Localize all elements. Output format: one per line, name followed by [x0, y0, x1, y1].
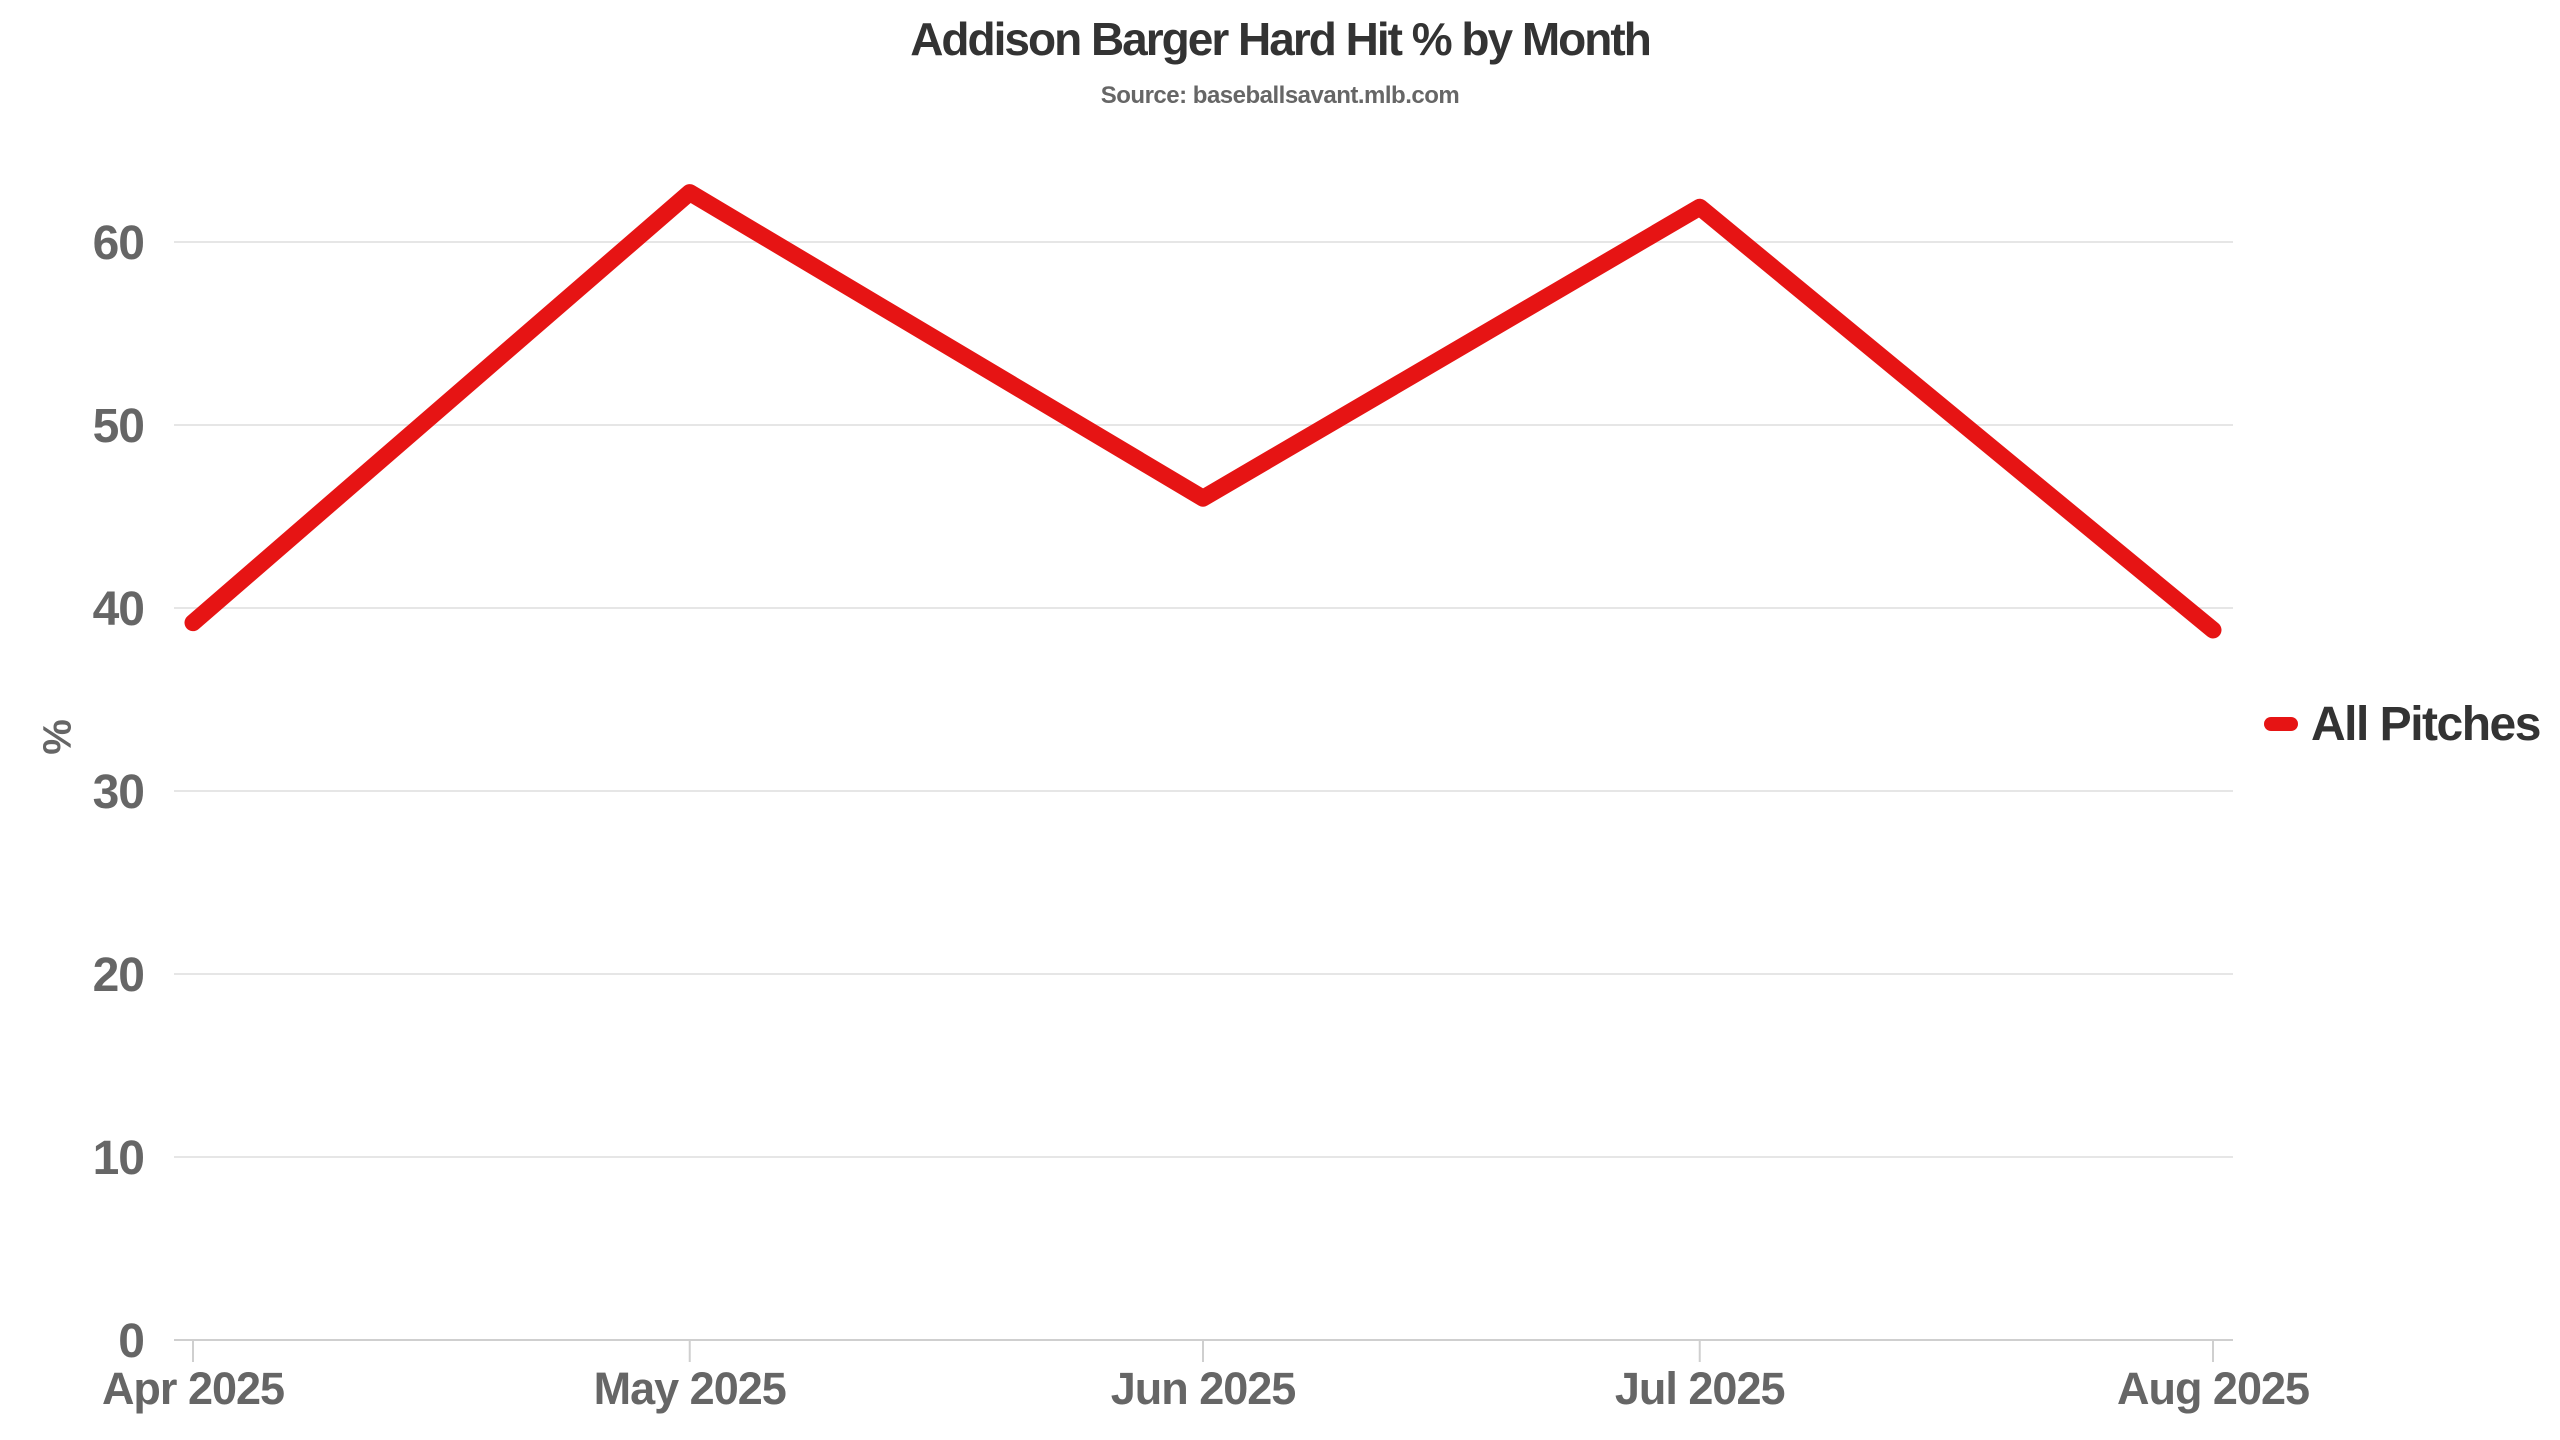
x-tick-label: Aug 2025 [2117, 1363, 2309, 1414]
y-tick-label: 50 [93, 400, 144, 453]
chart-subtitle: Source: baseballsavant.mlb.com [1100, 82, 1460, 109]
x-tick-label: May 2025 [594, 1363, 786, 1414]
y-tick-label: 60 [93, 217, 144, 270]
y-tick-label: 0 [118, 1315, 144, 1368]
legend-item-all-pitches[interactable]: All Pitches [2264, 696, 2541, 752]
chart-title: Addison Barger Hard Hit % by Month [910, 13, 1652, 65]
y-tick-label: 30 [93, 766, 144, 819]
x-tick-label: Jul 2025 [1615, 1363, 1785, 1414]
legend-line-marker [2264, 717, 2298, 731]
x-tick-label: Apr 2025 [102, 1363, 284, 1414]
y-tick-label: 10 [93, 1132, 144, 1185]
y-tick-label: 40 [93, 583, 144, 636]
y-tick-label: 20 [93, 949, 144, 1002]
legend-label: All Pitches [2311, 697, 2541, 751]
x-tick-label: Jun 2025 [1111, 1363, 1296, 1414]
series-line-all-pitches[interactable] [184, 184, 2222, 639]
